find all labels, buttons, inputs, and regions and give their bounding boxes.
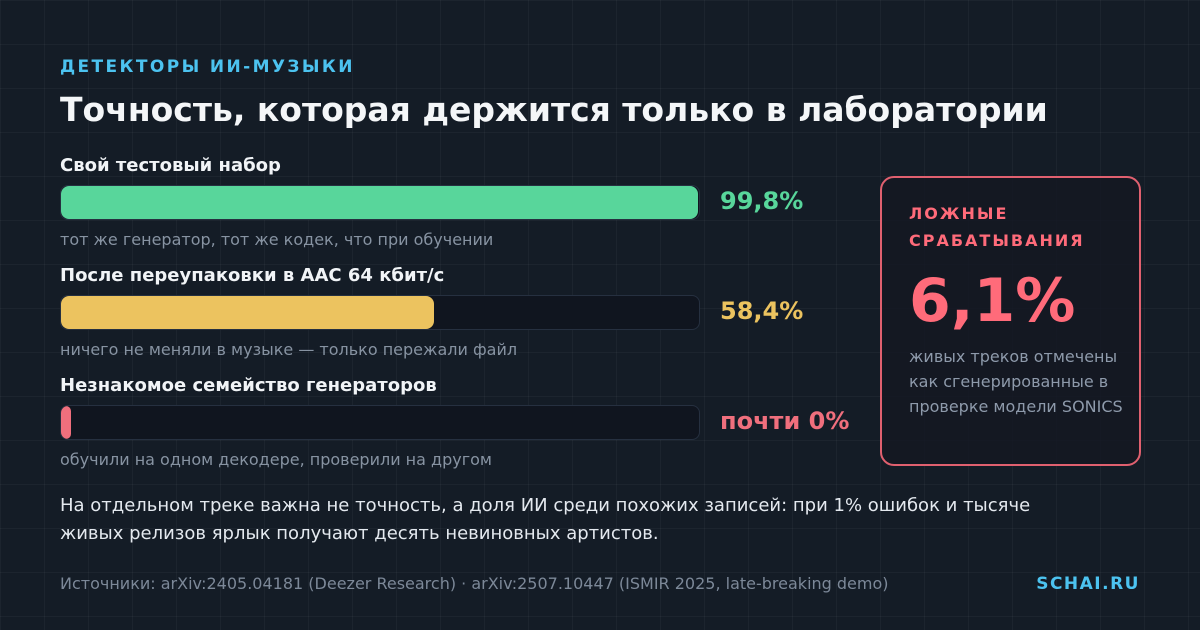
conclusion-text: На отдельном треке важна не точность, а … (60, 495, 1031, 544)
brand-link[interactable]: SCHAI.RU (1036, 574, 1140, 594)
bar-label: Свой тестовый набор (60, 155, 281, 176)
bar-value-label: 58,4% (720, 297, 804, 325)
bar (61, 406, 71, 439)
card-heading: ЛОЖНЫЕ СРАБАТЫВАНИЯ (909, 204, 1085, 250)
bar (61, 186, 698, 219)
false-positives-card: ЛОЖНЫЕ СРАБАТЫВАНИЯ 6,1% живых треков от… (880, 176, 1141, 466)
bar-track (60, 185, 700, 220)
bar-label: Незнакомое семейство генераторов (60, 375, 437, 396)
bar-note: обучили на одном декодере, проверили на … (60, 450, 492, 469)
bar-label: После переупаковки в AAC 64 кбит/с (60, 265, 445, 286)
bar-value-label: 99,8% (720, 187, 804, 215)
bar-note: тот же генератор, тот же кодек, что при … (60, 230, 494, 249)
kicker: ДЕТЕКТОРЫ ИИ-МУЗЫКИ (60, 57, 355, 77)
bar-note: ничего не меняли в музыке — только переж… (60, 340, 518, 359)
card-description: живых треков отмечены как сгенерированны… (909, 347, 1123, 416)
page-title: Точность, которая держится только в лабо… (60, 90, 1048, 129)
bar-track (60, 405, 700, 440)
metric-own-test-set: Свой тестовый набор 99,8% тот же генерат… (60, 155, 880, 265)
metric-unknown-generators: Незнакомое семейство генераторов почти 0… (60, 375, 880, 485)
sources-text: Источники: arXiv:2405.04181 (Deezer Rese… (60, 574, 889, 593)
bar (61, 296, 434, 329)
metric-aac-reencode: После переупаковки в AAC 64 кбит/с 58,4%… (60, 265, 880, 375)
bar-value-label: почти 0% (720, 407, 850, 435)
bar-track (60, 295, 700, 330)
card-value: 6,1% (909, 266, 1076, 336)
